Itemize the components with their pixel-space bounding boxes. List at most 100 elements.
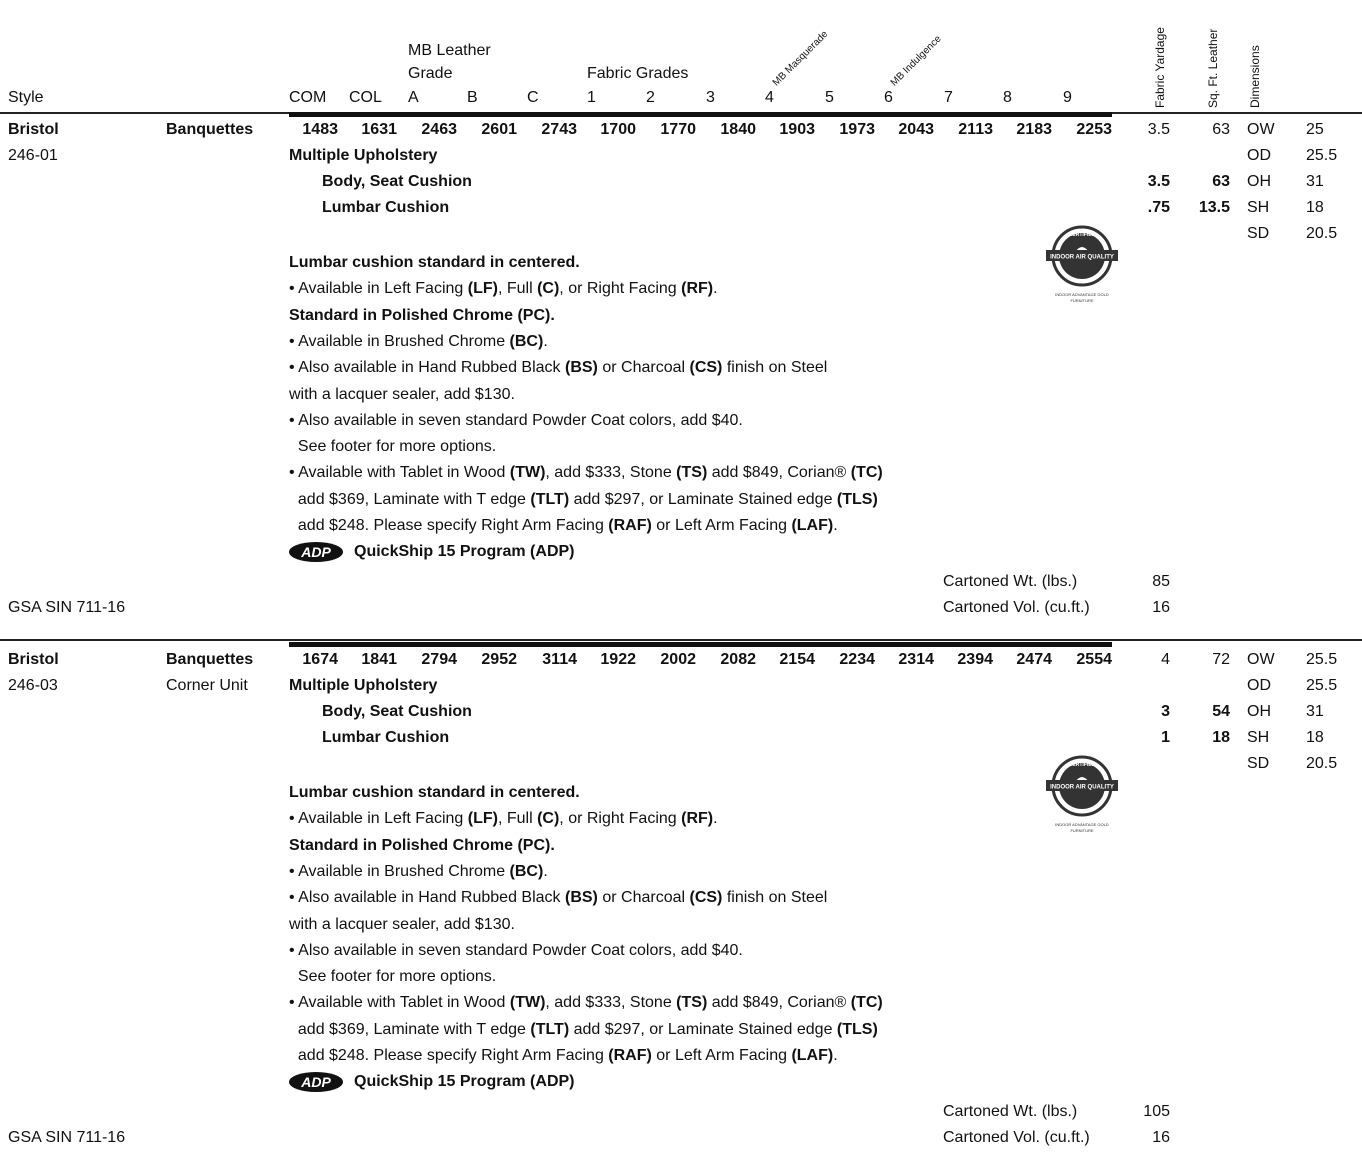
- column-header-a: A: [408, 89, 419, 106]
- note-tablet1: • Available with Tablet in Wood (TW), ad…: [289, 994, 883, 1012]
- dimension-value: 25.5: [1306, 677, 1338, 694]
- dimension-value: 18: [1306, 199, 1324, 216]
- product-subtype: Corner Unit: [166, 677, 248, 694]
- adp-logo-icon: ADP: [289, 542, 343, 563]
- product-name: Bristol: [8, 651, 59, 668]
- price-cell: 1770: [660, 121, 696, 138]
- price-cell: 1903: [779, 121, 815, 138]
- note-lumbar: Lumbar cushion standard in centered.: [289, 784, 580, 801]
- price-cell: 1700: [600, 121, 636, 138]
- dimension-key: OH: [1247, 703, 1271, 720]
- mb-masquerade-header: MB Masquerade: [770, 28, 831, 89]
- svg-text:INDOOR ADVANTAGE GOLD: INDOOR ADVANTAGE GOLD: [1055, 292, 1109, 297]
- price-cell: 1840: [720, 121, 756, 138]
- style-header: Style: [8, 89, 44, 106]
- svg-text:FURNITURE: FURNITURE: [1070, 298, 1093, 303]
- price-cell: 1973: [839, 121, 875, 138]
- price-cell: 2743: [541, 121, 577, 138]
- price-cell: 2314: [898, 651, 934, 668]
- dimension-value: 20.5: [1306, 755, 1338, 772]
- note-brushed: • Available in Brushed Chrome (BC).: [289, 862, 548, 880]
- multiple-upholstery-label: Multiple Upholstery: [289, 147, 438, 164]
- part-yardage: 3: [1161, 703, 1170, 720]
- fabric-yardage-value: 4: [1161, 651, 1170, 668]
- price-cell: 2952: [481, 651, 517, 668]
- upholstery-part-label: Lumbar Cushion: [322, 729, 450, 746]
- product-code: 246-03: [8, 677, 58, 694]
- column-header-5: 5: [825, 89, 834, 106]
- price-cell: 1674: [302, 651, 338, 668]
- price-cell: 2554: [1076, 651, 1112, 668]
- leather-value: 72: [1212, 651, 1230, 668]
- note-tablet2: add $369, Laminate with T edge (TLT) add…: [289, 1020, 878, 1038]
- svg-text:FURNITURE: FURNITURE: [1070, 828, 1093, 833]
- upholstery-part-label: Body, Seat Cushion: [322, 703, 472, 720]
- adp-logo-text: ADP: [300, 1074, 331, 1090]
- note-tablet3: add $248. Please specify Right Arm Facin…: [289, 517, 838, 534]
- dimension-key: OD: [1247, 147, 1271, 164]
- part-leather: 13.5: [1198, 199, 1230, 216]
- svg-text:CERTIFIED: CERTIFIED: [1069, 762, 1096, 768]
- cartoned-weight-value: 105: [1143, 1103, 1170, 1120]
- part-yardage: .75: [1147, 199, 1170, 216]
- upholstery-part-label: Lumbar Cushion: [322, 199, 450, 216]
- dimension-key: OH: [1247, 173, 1271, 190]
- section-divider: [0, 639, 1362, 641]
- dimension-key: SD: [1247, 755, 1270, 772]
- fabric-grades-header: Fabric Grades: [587, 65, 689, 82]
- multiple-upholstery-label: Multiple Upholstery: [289, 677, 438, 694]
- note-chrome: Standard in Polished Chrome (PC).: [289, 306, 555, 324]
- column-header-4: 4: [765, 89, 774, 106]
- column-header-b: B: [467, 89, 478, 106]
- price-cell: 2043: [898, 121, 934, 138]
- dimension-value: 31: [1306, 173, 1324, 190]
- dimension-key: SH: [1247, 199, 1270, 216]
- cartoned-volume-value: 16: [1152, 1129, 1170, 1146]
- column-header-3: 3: [706, 89, 715, 106]
- column-header-c: C: [527, 89, 539, 106]
- indoor-air-quality-seal-icon: INDOOR AIR QUALITY CERTIFIED INDOOR ADVANT…: [1046, 225, 1118, 303]
- quickship-label: QuickShip 15 Program (ADP): [354, 543, 575, 561]
- note-brushed: • Available in Brushed Chrome (BC).: [289, 332, 548, 350]
- part-leather: 18: [1212, 729, 1230, 746]
- column-header-8: 8: [1003, 89, 1012, 106]
- price-cell: 2002: [660, 651, 696, 668]
- price-cell: 2154: [779, 651, 815, 668]
- price-rule: [289, 642, 1112, 647]
- adp-logo-text: ADP: [300, 544, 331, 560]
- dimension-key: SD: [1247, 225, 1270, 242]
- price-cell: 1483: [302, 121, 338, 138]
- price-cell: 2463: [421, 121, 457, 138]
- part-leather: 63: [1212, 173, 1230, 190]
- dimension-key: SH: [1247, 729, 1270, 746]
- note-powder2: See footer for more options.: [289, 968, 497, 986]
- dimension-value: 25.5: [1306, 651, 1338, 668]
- dimension-value: 25.5: [1306, 147, 1338, 164]
- note-tablet1: • Available with Tablet in Wood (TW), ad…: [289, 464, 883, 482]
- cartoned-volume-label: Cartoned Vol. (cu.ft.): [943, 599, 1090, 616]
- column-header-col: COL: [349, 89, 382, 106]
- price-cell: 2234: [839, 651, 875, 668]
- cartoned-weight-label: Cartoned Wt. (lbs.): [943, 1103, 1078, 1120]
- column-header-6: 6: [884, 89, 893, 106]
- gsa-sin: GSA SIN 711-16: [8, 599, 126, 616]
- svg-text:INDOOR AIR QUALITY: INDOOR AIR QUALITY: [1050, 785, 1114, 791]
- note-lumbar: Lumbar cushion standard in centered.: [289, 254, 580, 271]
- note-facing: • Available in Left Facing (LF), Full (C…: [289, 810, 718, 828]
- column-header-9: 9: [1063, 89, 1072, 106]
- dimensions-header: Dimensions: [1248, 45, 1262, 108]
- price-cell: 3114: [542, 651, 577, 668]
- dimension-key: OW: [1247, 651, 1275, 668]
- note-powder1: • Also available in seven standard Powde…: [289, 941, 743, 959]
- price-cell: 2253: [1076, 121, 1112, 138]
- quickship-label: QuickShip 15 Program (ADP): [354, 1073, 575, 1091]
- dimension-key: OD: [1247, 677, 1271, 694]
- product-name: Bristol: [8, 121, 59, 138]
- price-cell: 2183: [1016, 121, 1052, 138]
- price-cell: 2601: [481, 121, 517, 138]
- dimension-value: 18: [1306, 729, 1324, 746]
- dimension-value: 31: [1306, 703, 1324, 720]
- price-cell: 2082: [720, 651, 756, 668]
- note-facing: • Available in Left Facing (LF), Full (C…: [289, 280, 718, 298]
- note-powder1: • Also available in seven standard Powde…: [289, 411, 743, 429]
